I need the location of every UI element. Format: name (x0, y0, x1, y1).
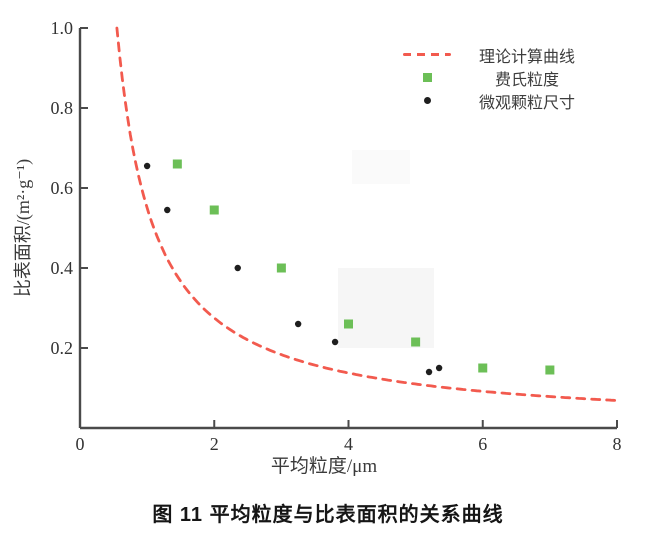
data-point-dot (294, 320, 302, 328)
scan-artifact (352, 150, 410, 184)
data-point-dot (425, 368, 433, 376)
legend-marker-cell (394, 73, 460, 82)
data-point-square (172, 159, 182, 169)
y-tick-label: 0.6 (51, 178, 74, 198)
figure-caption: 图 11 平均粒度与比表面积的关系曲线 (152, 504, 504, 526)
legend-label-theory-curve: 理论计算曲线 (478, 48, 575, 66)
y-tick-label: 0.2 (51, 338, 74, 358)
legend: 理论计算曲线 费氏粒度 微观颗粒尺寸 (394, 43, 594, 112)
plot-svg: 0 2 4 6 8 0.2 0.4 0.6 0.8 1.0 (51, 18, 622, 454)
dot-marker (423, 97, 431, 104)
data-point-square (411, 337, 421, 347)
x-tick-label: 4 (344, 434, 353, 454)
legend-item-theory-curve: 理论计算曲线 (394, 43, 594, 66)
data-point-dot (143, 162, 151, 170)
y-axis-label: 比表面积/(m²·g⁻¹) (13, 158, 33, 298)
data-point-square (344, 319, 353, 329)
legend-item-micro-particle: 微观颗粒尺寸 (394, 89, 594, 112)
y-tick-label: 0.8 (51, 98, 74, 118)
legend-label-micro-particle: 微观颗粒尺寸 (478, 94, 575, 112)
data-point-dot (435, 364, 443, 372)
square-marker (422, 73, 432, 82)
data-point-dot (331, 338, 339, 346)
x-tick-label: 0 (76, 434, 85, 454)
data-point-square (478, 363, 488, 373)
legend-label-fisher-size: 费氏粒度 (494, 71, 559, 89)
y-tick-label: 1.0 (51, 18, 74, 38)
y-tick-label: 0.4 (51, 258, 74, 278)
data-point-square (209, 205, 219, 215)
x-tick-label: 6 (478, 434, 487, 454)
x-tick-label: 2 (210, 434, 219, 454)
data-point-dot (234, 264, 241, 272)
x-axis-label: 平均粒度/μm (270, 456, 378, 477)
legend-marker-cell (394, 97, 460, 104)
dashed-line-marker (403, 53, 451, 56)
legend-marker-cell (394, 53, 460, 56)
legend-item-fisher-size: 费氏粒度 (394, 66, 594, 89)
x-tick-label: 8 (613, 434, 622, 454)
data-point-square (276, 263, 286, 273)
theory-curve (115, 26, 618, 402)
data-point-square (545, 365, 555, 375)
scan-artifact (338, 268, 434, 348)
data-point-dot (164, 206, 171, 214)
